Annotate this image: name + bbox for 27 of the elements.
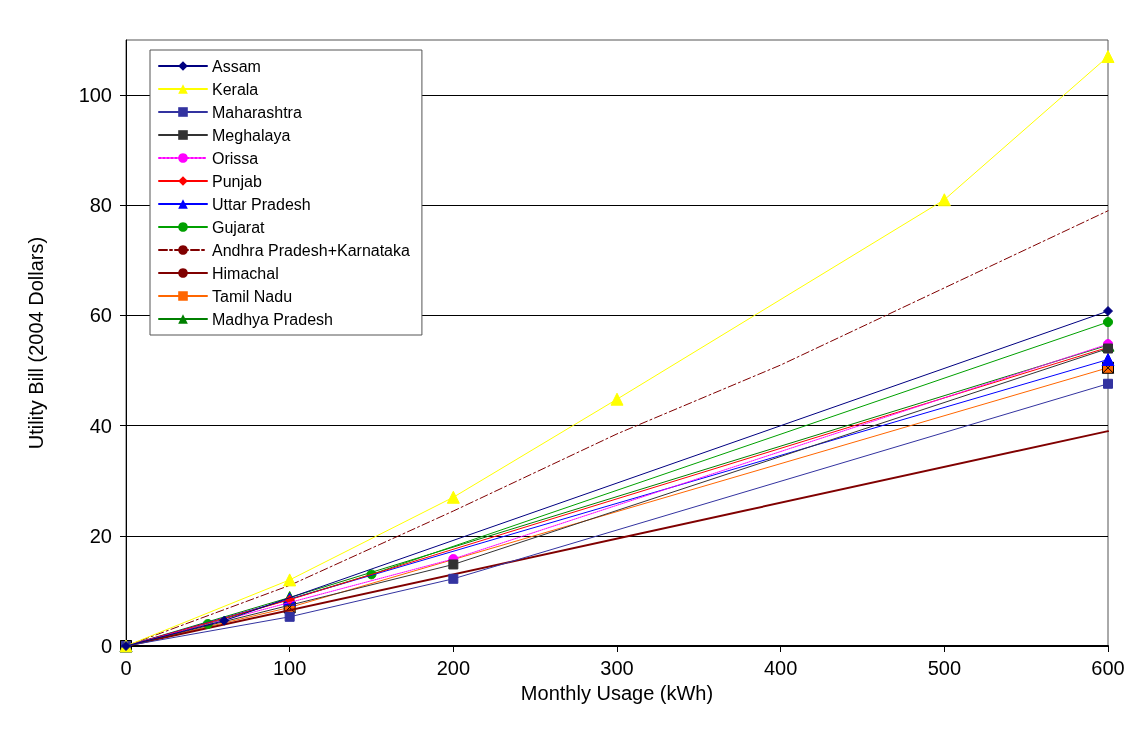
legend-label: Orissa bbox=[212, 149, 259, 167]
legend-label: Maharashtra bbox=[212, 103, 302, 121]
legend-label: Kerala bbox=[212, 80, 259, 98]
x-axis-title: Monthly Usage (kWh) bbox=[520, 681, 714, 704]
legend-label: Tamil Nadu bbox=[212, 287, 293, 305]
legend-label: Assam bbox=[212, 57, 261, 75]
y-tick-label: 100 bbox=[78, 84, 112, 107]
y-tick-label: 40 bbox=[89, 414, 112, 437]
x-tick-label: 0 bbox=[120, 657, 132, 679]
legend-label: Uttar Pradesh bbox=[212, 195, 311, 213]
x-tick-label: 600 bbox=[1091, 657, 1125, 679]
y-tick-label: 60 bbox=[89, 304, 112, 327]
x-tick-label: 400 bbox=[763, 657, 798, 679]
y-tick-label: 20 bbox=[89, 524, 112, 547]
y-tick-label: 0 bbox=[100, 635, 112, 657]
x-tick-label: 100 bbox=[272, 657, 307, 679]
x-tick-label: 200 bbox=[436, 657, 471, 679]
x-tick-label: 500 bbox=[927, 657, 962, 679]
legend-label: Himachal bbox=[212, 264, 279, 282]
y-tick-label: 80 bbox=[89, 194, 112, 217]
legend-label: Gujarat bbox=[212, 218, 266, 236]
legend-label: Andhra Pradesh+Karnataka bbox=[212, 241, 411, 259]
legend-label: Meghalaya bbox=[212, 126, 291, 144]
legend-label: Punjab bbox=[212, 172, 262, 190]
legend-label: Madhya Pradesh bbox=[212, 310, 333, 328]
y-axis-title: Utility Bill (2004 Dollars) bbox=[25, 236, 47, 450]
x-tick-label: 300 bbox=[600, 657, 634, 679]
